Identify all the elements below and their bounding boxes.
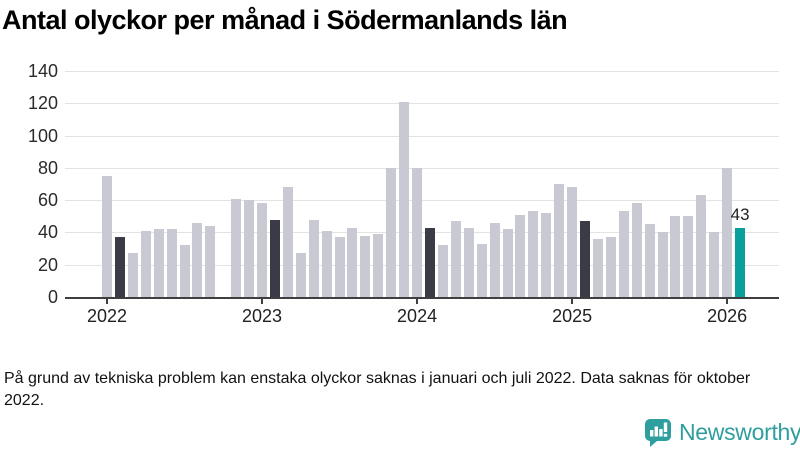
bar-2024-06 [476,243,487,297]
bar-2022-05 [153,229,164,297]
footer-note: På grund av tekniska problem kan enstaka… [4,370,751,409]
x-tick-mark [416,299,419,304]
bar-2026-01 [722,167,733,297]
gridline [65,135,779,137]
gridline [65,71,779,72]
x-tick-label: 2026 [707,306,748,326]
bar-2024-10 [528,211,539,297]
bar-2022-12 [244,200,255,297]
bar-2022-01 [102,175,112,297]
bar-2022-03 [127,253,138,297]
gridline [65,103,779,105]
x-tick-label: 2023 [242,306,283,326]
bar-2025-09 [670,216,681,297]
bar-2022-08 [192,222,203,297]
bar-2025-07 [644,224,655,297]
bar-2024-05 [463,227,474,297]
x-tick-label: 2025 [552,306,593,326]
bar-2023-05 [308,219,319,297]
bar-2023-04 [295,253,306,297]
bar-2025-02 [580,221,591,297]
bar-2023-12 [399,101,410,297]
bar-2023-06 [321,230,332,297]
page-title: Antal olyckor per månad i Södermanlands … [2,5,568,35]
y-tick-label: 20 [37,254,58,275]
bar-2023-08 [347,227,358,297]
bar-2025-06 [631,203,642,297]
bar-2024-01 [412,167,423,297]
x-tick-mark [261,299,264,304]
y-tick-label: 120 [27,93,58,114]
bar-2022-09 [205,225,216,297]
bar-2025-01 [567,187,578,297]
bar-2023-07 [334,237,345,297]
bar-2023-09 [360,235,371,297]
bar-2022-04 [140,230,151,297]
bar-2023-02 [269,219,280,297]
bar-2024-02 [425,227,435,297]
bar-2022-11 [231,198,242,297]
y-tick-label: 80 [37,157,58,178]
y-tick-label: 140 [27,61,58,81]
bar-2024-03 [437,245,448,297]
y-tick-label: 40 [37,222,58,243]
bar-2025-08 [657,232,668,297]
x-tick-mark [106,299,108,304]
bar-2023-01 [257,203,268,297]
bar-2024-09 [515,214,526,297]
bar-2024-12 [554,184,565,297]
x-tick-label: 2022 [86,306,128,326]
bar-2025-11 [696,195,707,297]
x-tick-label: 2024 [397,306,438,326]
bar-2022-07 [179,245,190,297]
bar-2022-06 [166,229,177,297]
bar-2024-04 [450,221,461,297]
y-tick-label: 60 [37,190,58,211]
bar-2024-11 [541,213,552,297]
bar-value-label: 43 [730,204,750,224]
newsworthy-logo: Newsworthy [644,416,800,448]
newsworthy-bubble-barchart-icon [644,418,672,447]
newsworthy-wordmark: Newsworthy [679,418,800,445]
bar-2025-03 [592,238,603,297]
bar-2024-08 [502,229,513,297]
bar-2026-02 [735,227,746,297]
bar-2022-02 [114,237,125,297]
bar-2024-07 [489,222,500,297]
bar-2025-05 [618,211,629,297]
x-tick-mark [726,299,729,304]
bar-2025-10 [683,216,694,297]
bar-2023-10 [373,234,384,297]
bar-2023-03 [282,187,293,297]
y-tick-label: 100 [27,125,58,146]
bar-2025-12 [709,232,720,297]
bar-2025-04 [605,237,616,297]
accidents-bar-chart: 0 20 40 60 80 100 120 140 43 2022 2023 2024 2025 20… [27,61,779,326]
x-tick-mark [571,299,574,304]
plot-area: 43 [65,71,779,299]
bar-2023-11 [386,167,397,297]
y-tick-label: 0 [47,287,58,307]
